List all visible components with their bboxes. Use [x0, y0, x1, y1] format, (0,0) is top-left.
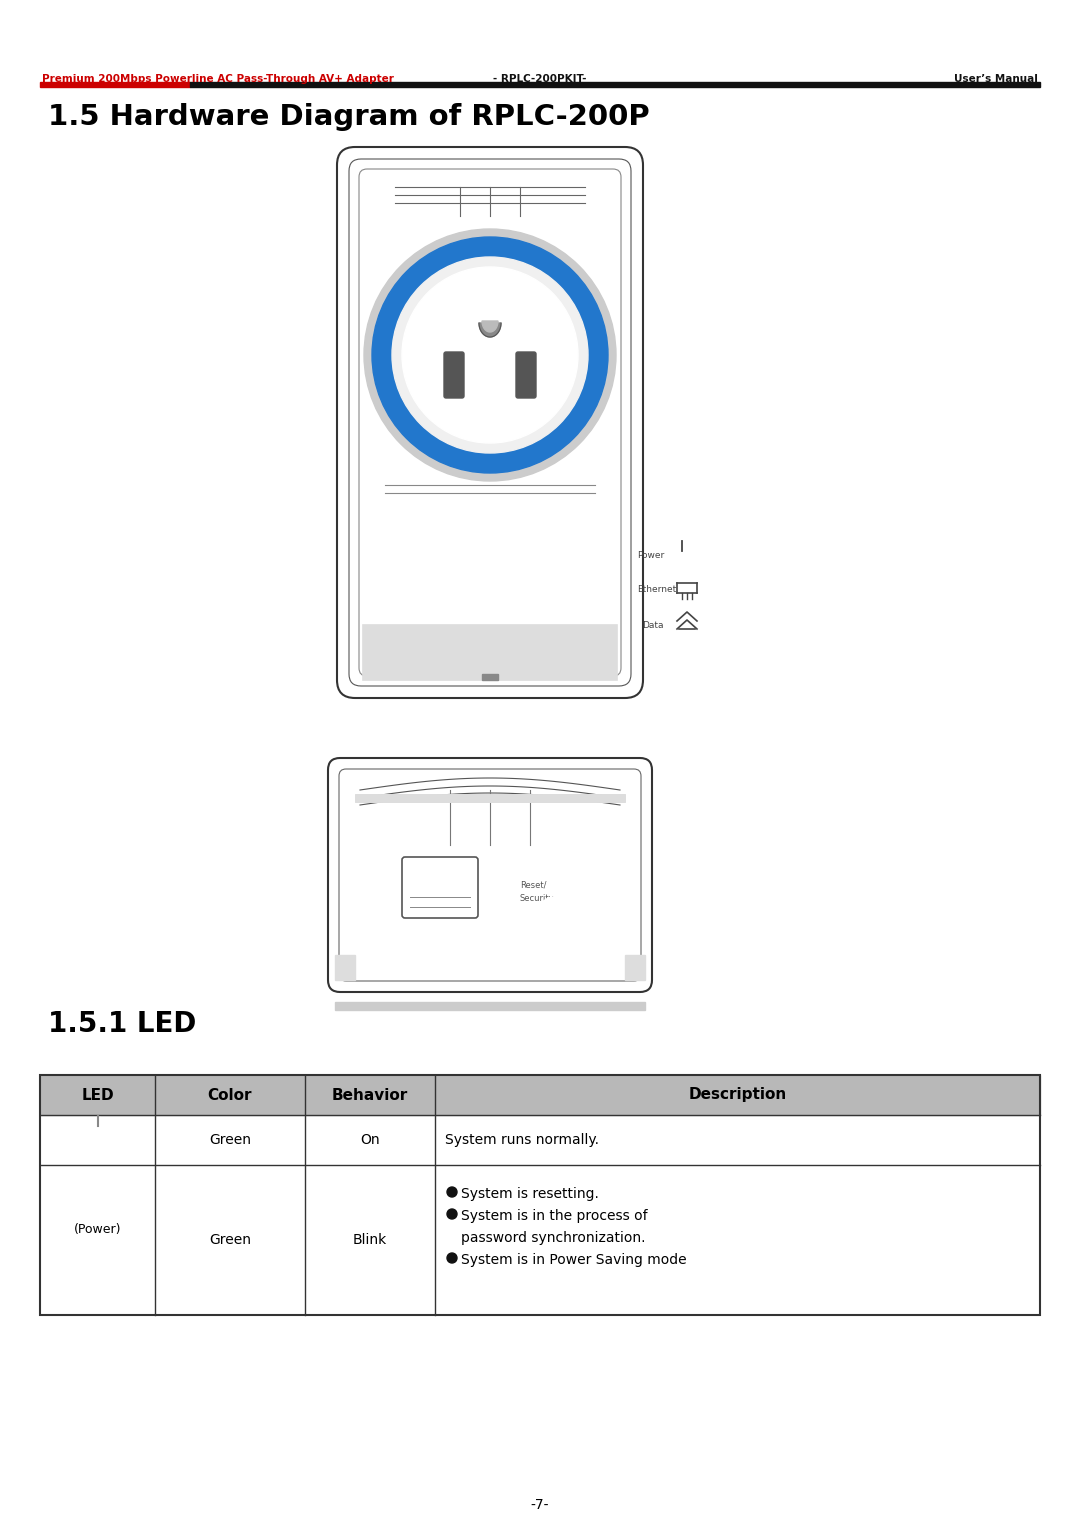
Text: Blink: Blink — [353, 1232, 387, 1248]
Bar — [363, 625, 617, 680]
Bar — [40, 1075, 1040, 1315]
Bar — [482, 673, 498, 680]
Text: Data: Data — [642, 620, 663, 629]
Text: System is in the process of: System is in the process of — [461, 1209, 648, 1223]
Circle shape — [447, 1209, 457, 1219]
Circle shape — [364, 229, 616, 481]
Bar — [95, 1116, 99, 1125]
Text: LED: LED — [81, 1087, 113, 1102]
Circle shape — [537, 896, 573, 933]
Bar — [335, 954, 355, 980]
Text: Reset/: Reset/ — [519, 880, 546, 889]
Bar — [335, 1002, 645, 1009]
FancyBboxPatch shape — [328, 757, 652, 993]
Circle shape — [447, 1254, 457, 1263]
Text: Premium 200Mbps Powerline AC Pass-Through AV+ Adapter: Premium 200Mbps Powerline AC Pass-Throug… — [42, 73, 394, 84]
Bar — [355, 794, 625, 802]
Text: User’s Manual: User’s Manual — [954, 73, 1038, 84]
Circle shape — [447, 1186, 457, 1197]
Text: 1.5.1 LED: 1.5.1 LED — [48, 1009, 197, 1038]
Text: 1.5 Hardware Diagram of RPLC-200P: 1.5 Hardware Diagram of RPLC-200P — [48, 102, 650, 131]
Bar — [40, 82, 190, 87]
Text: System is in Power Saving mode: System is in Power Saving mode — [461, 1254, 687, 1267]
Text: (Power): (Power) — [73, 1223, 121, 1237]
Text: Green: Green — [210, 1133, 251, 1147]
FancyBboxPatch shape — [337, 147, 643, 698]
Bar — [625, 954, 645, 980]
Bar — [190, 82, 1040, 87]
FancyBboxPatch shape — [444, 353, 464, 399]
Text: On: On — [361, 1133, 380, 1147]
Circle shape — [402, 267, 578, 443]
Text: Ethernet: Ethernet — [637, 585, 676, 594]
Text: -7-: -7- — [530, 1498, 550, 1512]
FancyBboxPatch shape — [516, 353, 536, 399]
Text: password synchronization.: password synchronization. — [461, 1231, 646, 1245]
Text: Description: Description — [688, 1087, 786, 1102]
Bar — [40, 1075, 1040, 1115]
Text: Behavior: Behavior — [332, 1087, 408, 1102]
Text: - RPLC-200PKIT-: - RPLC-200PKIT- — [494, 73, 586, 84]
Text: Security: Security — [519, 893, 555, 902]
Polygon shape — [480, 324, 501, 337]
Polygon shape — [482, 321, 498, 331]
Circle shape — [372, 237, 608, 473]
Text: Green: Green — [210, 1232, 251, 1248]
Text: System is resetting.: System is resetting. — [461, 1186, 599, 1202]
Bar — [680, 545, 684, 550]
Circle shape — [392, 257, 588, 454]
Text: Color: Color — [207, 1087, 253, 1102]
Text: Power: Power — [637, 551, 664, 559]
FancyBboxPatch shape — [402, 857, 478, 918]
Text: System runs normally.: System runs normally. — [445, 1133, 599, 1147]
